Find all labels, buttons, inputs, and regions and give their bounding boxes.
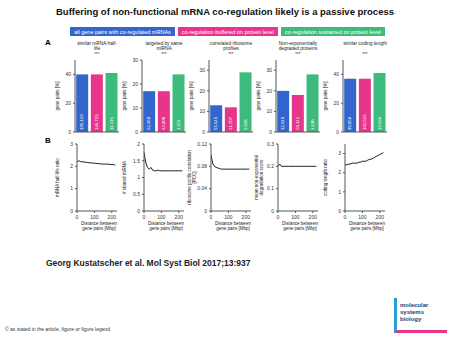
svg-text:1: 1 bbox=[137, 174, 140, 180]
svg-text:0.08: 0.08 bbox=[197, 163, 207, 169]
svg-text:1,374: 1,374 bbox=[176, 119, 181, 130]
svg-text:0: 0 bbox=[137, 208, 140, 214]
svg-text:0: 0 bbox=[338, 208, 341, 214]
svg-text:200: 200 bbox=[376, 214, 385, 220]
svg-text:3: 3 bbox=[338, 150, 341, 156]
svg-text:0.3: 0.3 bbox=[267, 141, 274, 147]
html-text:gene pairs [%]: gene pairs [%] bbox=[55, 81, 61, 111]
svg-text:30: 30 bbox=[266, 67, 272, 73]
html-text:Distance between gene pairs [M: Distance between gene pairs [Mbp] bbox=[81, 221, 117, 231]
svg-text:0: 0 bbox=[70, 208, 73, 214]
html-text:coding length ratio: coding length ratio bbox=[323, 159, 329, 196]
svg-text:0: 0 bbox=[269, 129, 272, 135]
svg-text:1: 1 bbox=[70, 185, 73, 191]
svg-text:0: 0 bbox=[202, 129, 205, 135]
html-text:Distance between gene pairs [M: Distance between gene pairs [Mbp] bbox=[349, 221, 385, 231]
html-text:A: A bbox=[45, 38, 51, 47]
svg-text:0: 0 bbox=[143, 214, 146, 220]
html-text:gene pairs [%]: gene pairs [%] bbox=[189, 81, 195, 111]
svg-text:3,198: 3,198 bbox=[310, 119, 315, 130]
svg-text:100: 100 bbox=[224, 214, 233, 220]
html-text:ribosome profile correlation [: ribosome profile correlation [PCC] bbox=[186, 150, 197, 205]
html-text:all gene pairs with co-regulat: all gene pairs with co-regulated mRNAs bbox=[74, 28, 171, 35]
svg-text:2: 2 bbox=[137, 141, 140, 147]
svg-text:20: 20 bbox=[333, 100, 339, 106]
svg-text:62,369: 62,369 bbox=[146, 116, 151, 130]
svg-text:0: 0 bbox=[204, 208, 207, 214]
html-text:mRNA half-life ratio: mRNA half-life ratio bbox=[55, 158, 61, 197]
svg-text:0.12: 0.12 bbox=[197, 141, 207, 147]
svg-text:146,713: 146,713 bbox=[94, 114, 99, 130]
svg-text:10: 10 bbox=[132, 105, 138, 111]
svg-text:95,858: 95,858 bbox=[347, 116, 352, 130]
svg-text:0.5: 0.5 bbox=[133, 191, 140, 197]
svg-text:28,142: 28,142 bbox=[295, 116, 300, 130]
html-text:similar coding length: similar coding length bbox=[343, 41, 387, 46]
svg-text:102,526: 102,526 bbox=[362, 114, 367, 130]
html-text:co-regulation sustained on pro: co-regulation sustained on protein level bbox=[285, 28, 381, 35]
svg-text:0: 0 bbox=[210, 214, 213, 220]
svg-text:1.5: 1.5 bbox=[133, 158, 140, 164]
svg-text:6,508: 6,508 bbox=[243, 119, 248, 130]
svg-text:30: 30 bbox=[132, 57, 138, 63]
html-text:gene pairs [%]: gene pairs [%] bbox=[256, 81, 262, 111]
svg-text:1: 1 bbox=[338, 189, 341, 195]
svg-text:20: 20 bbox=[199, 88, 205, 94]
html-text:B: B bbox=[45, 136, 51, 145]
svg-text:30: 30 bbox=[199, 67, 205, 73]
svg-text:0: 0 bbox=[271, 208, 274, 214]
html-text:gene pairs [%]: gene pairs [%] bbox=[323, 81, 329, 111]
svg-text:0: 0 bbox=[344, 214, 347, 220]
svg-text:2: 2 bbox=[338, 169, 341, 175]
html-text:mean non-exponential degradati: mean non-exponential degradation score bbox=[253, 155, 264, 200]
svg-text:40: 40 bbox=[333, 71, 339, 77]
svg-text:20: 20 bbox=[266, 88, 272, 94]
html-text:correlated ribosome profiles: correlated ribosome profiles bbox=[209, 41, 253, 51]
html-text:Non-exponentially degraded pro: Non-exponentially degraded proteins bbox=[278, 41, 318, 51]
svg-text:20: 20 bbox=[65, 100, 71, 106]
svg-text:100: 100 bbox=[291, 214, 300, 220]
svg-text:3: 3 bbox=[70, 141, 73, 147]
svg-text:55,545: 55,545 bbox=[213, 116, 218, 130]
svg-text:100: 100 bbox=[157, 214, 166, 220]
svg-text:0.04: 0.04 bbox=[197, 185, 207, 191]
svg-text:200: 200 bbox=[242, 214, 251, 220]
html-text:Distance between gene pairs [M: Distance between gene pairs [Mbp] bbox=[215, 221, 251, 231]
html-text:© as stated in the article, fi: © as stated in the article, figure or fi… bbox=[5, 326, 111, 332]
svg-text:100: 100 bbox=[358, 214, 367, 220]
svg-text:0.2: 0.2 bbox=[267, 163, 274, 169]
svg-text:0.1: 0.1 bbox=[267, 185, 274, 191]
svg-text:20: 20 bbox=[132, 81, 138, 87]
html-text:co-regulation buffered on prot: co-regulation buffered on protein level bbox=[181, 28, 275, 35]
html-text:Buffering of non-functional mR: Buffering of non-functional mRNA co-regu… bbox=[56, 6, 394, 17]
svg-text:44,908: 44,908 bbox=[161, 116, 166, 130]
svg-text:0: 0 bbox=[336, 129, 339, 135]
html-text:molecular systems biology: molecular systems biology bbox=[400, 302, 429, 322]
svg-text:11,416: 11,416 bbox=[109, 117, 114, 130]
svg-text:41,707: 41,707 bbox=[228, 116, 233, 130]
svg-text:0: 0 bbox=[68, 129, 71, 135]
svg-text:10: 10 bbox=[266, 108, 272, 114]
html-text:Georg Kustatscher et al. Mol S: Georg Kustatscher et al. Mol Syst Biol 2… bbox=[46, 258, 251, 268]
svg-text:200: 200 bbox=[108, 214, 117, 220]
html-text:Distance between gene pairs [M: Distance between gene pairs [Mbp] bbox=[148, 221, 184, 231]
svg-text:200: 200 bbox=[309, 214, 318, 220]
svg-text:2: 2 bbox=[70, 163, 73, 169]
svg-text:40: 40 bbox=[65, 71, 71, 77]
svg-text:200: 200 bbox=[175, 214, 184, 220]
svg-text:100: 100 bbox=[90, 214, 99, 220]
html-text:gene pairs [%]: gene pairs [%] bbox=[122, 81, 128, 111]
svg-text:10,036: 10,036 bbox=[377, 116, 382, 130]
html-text:targeted by same miRNA: targeted by same miRNA bbox=[145, 41, 183, 51]
svg-text:32,640: 32,640 bbox=[280, 116, 285, 130]
svg-text:0: 0 bbox=[277, 214, 280, 220]
svg-text:0: 0 bbox=[76, 214, 79, 220]
html-text:Distance between gene pairs [M: Distance between gene pairs [Mbp] bbox=[282, 221, 318, 231]
html-text:similar mRNA half-life: similar mRNA half-life bbox=[77, 41, 117, 51]
svg-text:105,120: 105,120 bbox=[79, 114, 84, 130]
svg-text:10: 10 bbox=[199, 108, 205, 114]
svg-text:0: 0 bbox=[135, 129, 138, 135]
html-text:# shared miRNA: # shared miRNA bbox=[122, 161, 128, 194]
